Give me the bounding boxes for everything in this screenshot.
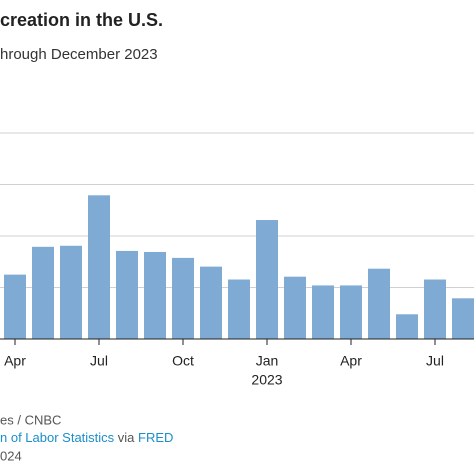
bar [116, 250, 138, 339]
bar [228, 279, 250, 339]
x-tick-label: Oct [172, 353, 194, 369]
bar [452, 298, 474, 339]
bar [396, 314, 418, 339]
bar [4, 274, 26, 339]
bar [144, 251, 166, 339]
date: 024 [0, 448, 22, 463]
year-label: 2023 [251, 372, 282, 388]
bar [256, 220, 278, 339]
data-source-link[interactable]: FRED [138, 430, 173, 445]
source: es / CNBC [0, 412, 61, 427]
chart-title: creation in the U.S. [0, 10, 163, 30]
data-source-link[interactable]: n of Labor Statistics [0, 430, 115, 445]
x-tick-label: Jan [256, 353, 279, 369]
x-tick-label: Apr [340, 353, 362, 369]
bar [60, 245, 82, 339]
data-source-via: via [118, 430, 135, 445]
bar [172, 257, 194, 339]
chart-subtitle: hrough December 2023 [0, 46, 158, 63]
data-source: n of Labor Statistics via FRED [0, 430, 173, 445]
bar [88, 195, 110, 339]
x-tick-label: Jul [426, 353, 444, 369]
bar [32, 246, 54, 339]
x-tick-label: Jul [90, 353, 108, 369]
bar [200, 266, 222, 339]
bar [312, 285, 334, 339]
bar [424, 279, 446, 339]
bar [340, 285, 362, 339]
bar [368, 268, 390, 339]
bar [284, 276, 306, 339]
x-tick-label: Apr [4, 353, 26, 369]
